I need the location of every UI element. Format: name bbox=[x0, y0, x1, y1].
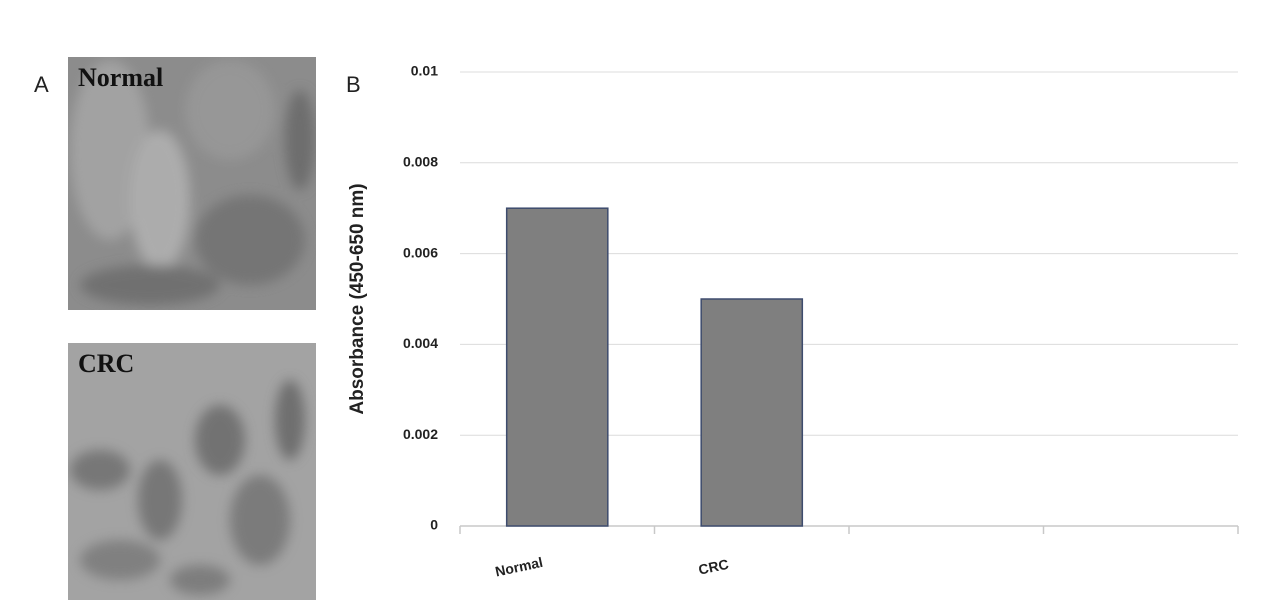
y-tick-label: 0.002 bbox=[403, 426, 438, 442]
y-tick-label: 0 bbox=[430, 517, 438, 533]
x-tick-label: CRC bbox=[697, 556, 730, 578]
micrograph bbox=[68, 57, 316, 310]
panel-label: B bbox=[346, 72, 361, 97]
image-label: Normal bbox=[78, 63, 163, 92]
figure: A B Normal CRC Absorbance (450-650 nm) 0… bbox=[0, 0, 1271, 613]
bar bbox=[701, 299, 802, 526]
y-tick-label: 0.01 bbox=[411, 63, 438, 79]
panel-label: A bbox=[34, 72, 49, 97]
y-tick-label: 0.008 bbox=[403, 154, 438, 170]
x-tick-label: Normal bbox=[494, 554, 545, 580]
image-label: CRC bbox=[78, 349, 134, 378]
y-tick-label: 0.004 bbox=[403, 335, 438, 351]
y-axis-title: Absorbance (450-650 nm) bbox=[347, 183, 368, 414]
y-tick-label: 0.006 bbox=[403, 244, 438, 260]
micrograph bbox=[68, 343, 316, 600]
bar bbox=[507, 208, 608, 526]
